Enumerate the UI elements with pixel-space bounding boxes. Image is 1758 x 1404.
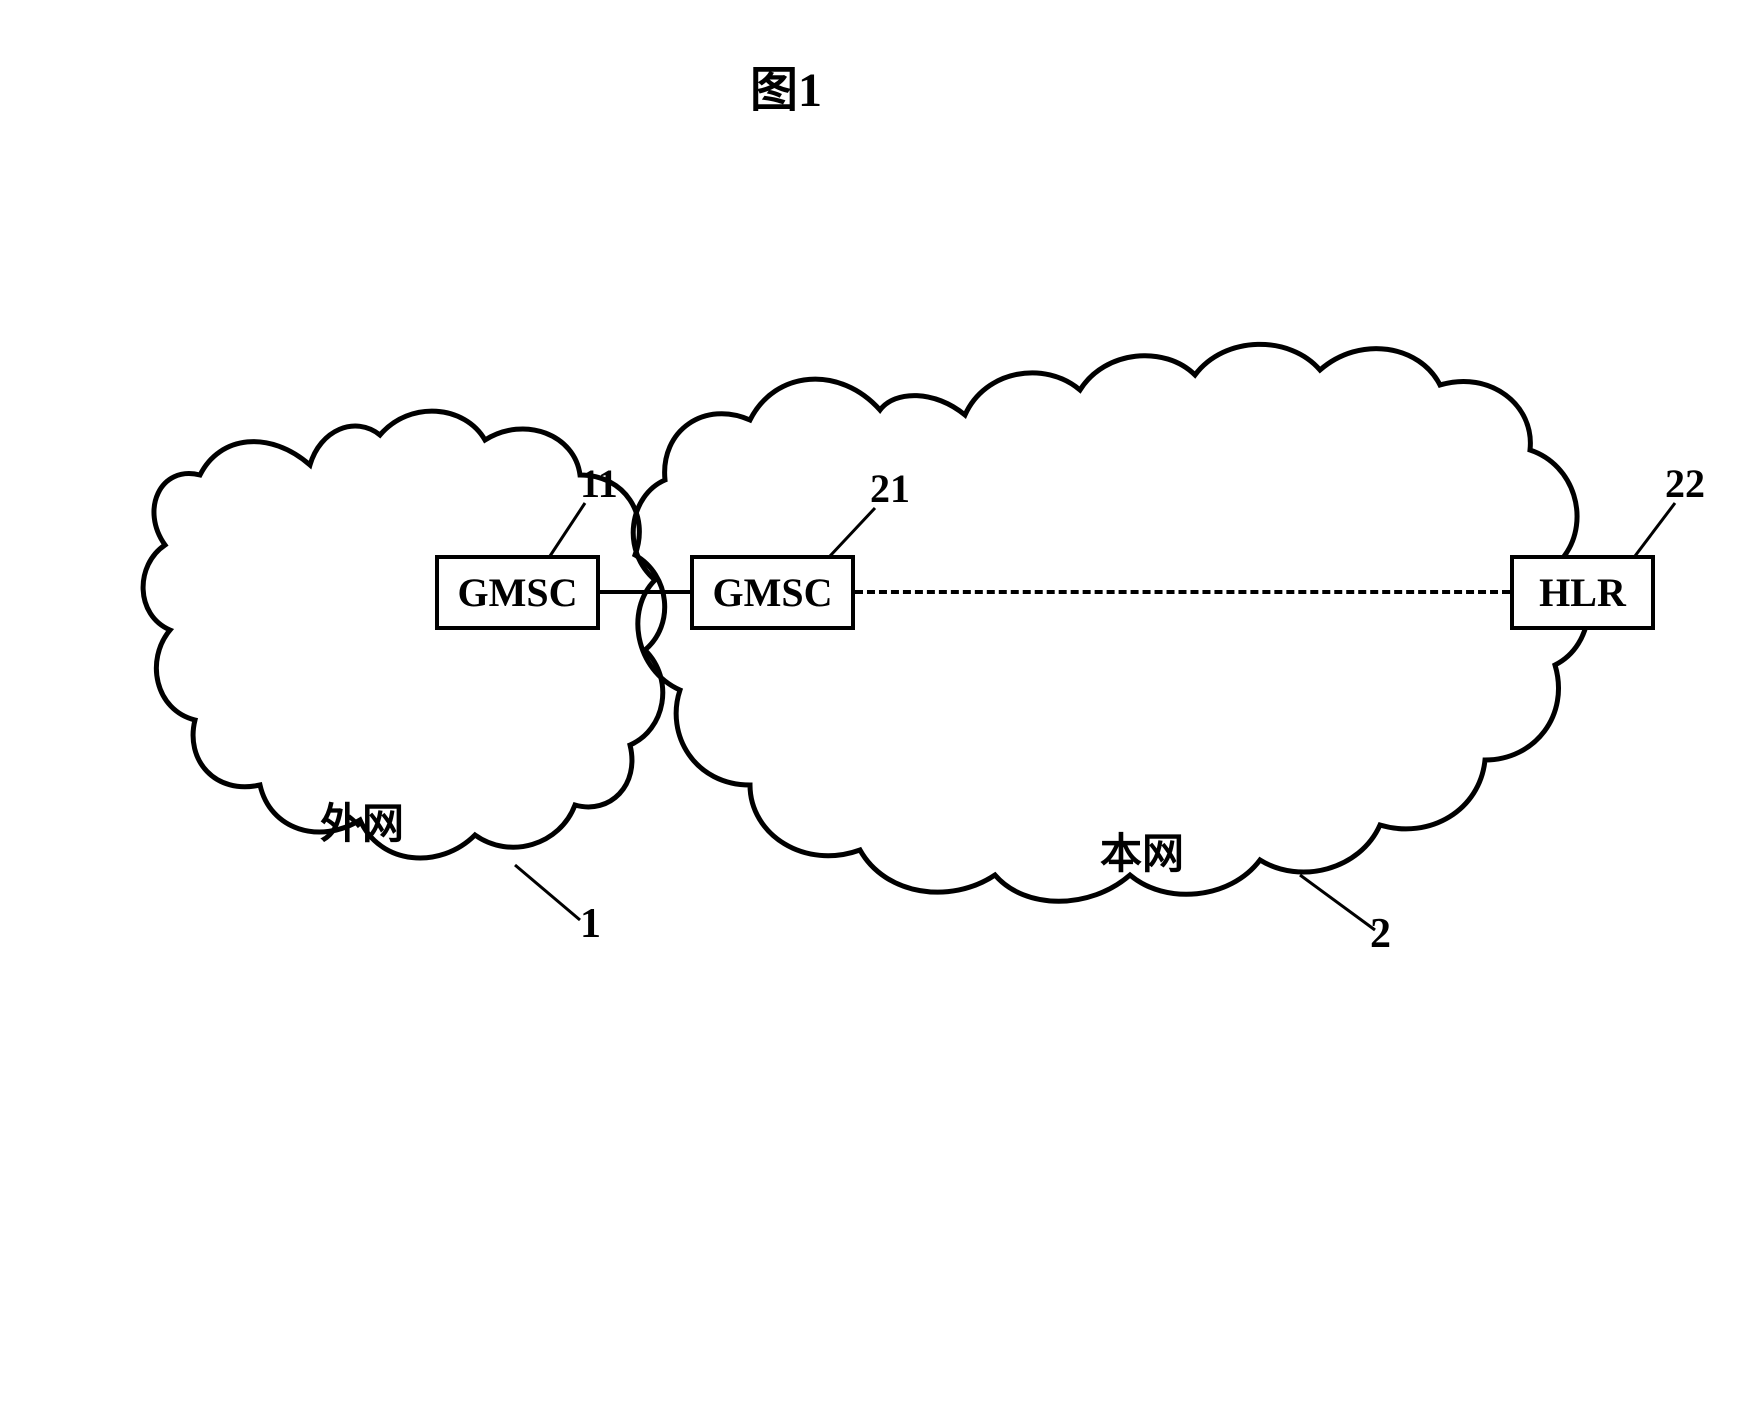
gmsc-home-label: GMSC <box>713 569 833 616</box>
gmsc-external-label: GMSC <box>458 569 578 616</box>
hlr-label: HLR <box>1539 569 1626 616</box>
gmsc-home-node: GMSC <box>690 555 855 630</box>
gmsc-home-leader <box>820 503 890 563</box>
gmsc-to-gmsc-link <box>600 590 690 594</box>
network-diagram: 图1 GMSC GMSC HLR 外网 本网 1 2 11 21 <box>0 0 1758 1404</box>
external-network-cloud <box>130 370 690 920</box>
gmsc-to-hlr-link <box>855 590 1510 594</box>
gmsc-external-node: GMSC <box>435 555 600 630</box>
gmsc-external-leader <box>540 498 600 563</box>
figure-title: 图1 <box>750 50 822 120</box>
external-cloud-leader <box>505 855 595 935</box>
home-network-label: 本网 <box>1100 820 1184 881</box>
hlr-node: HLR <box>1510 555 1655 630</box>
external-network-label: 外网 <box>320 790 404 851</box>
hlr-leader <box>1625 498 1695 563</box>
home-cloud-leader <box>1290 865 1390 945</box>
